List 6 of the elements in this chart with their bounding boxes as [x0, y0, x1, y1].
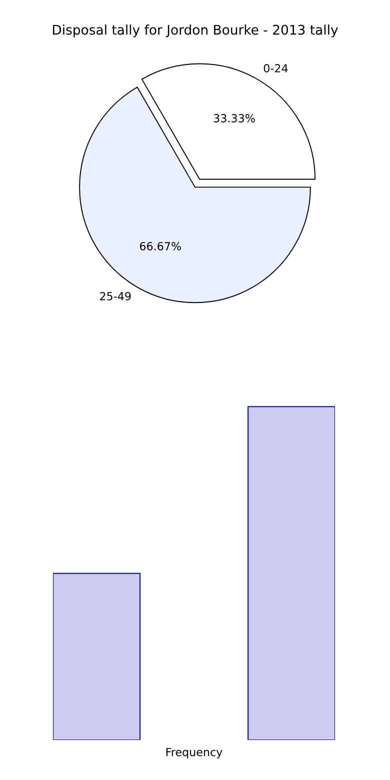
slice-label: 25-49: [100, 292, 131, 300]
x-axis-title: Frequency: [166, 748, 222, 758]
chart-title: Disposal tally for Jordon Bourke - 2013 tally: [53, 24, 338, 38]
data-label: 33.33%: [214, 114, 255, 122]
slice-label: 0-24: [264, 64, 288, 72]
data-label: 66.67%: [140, 242, 181, 250]
